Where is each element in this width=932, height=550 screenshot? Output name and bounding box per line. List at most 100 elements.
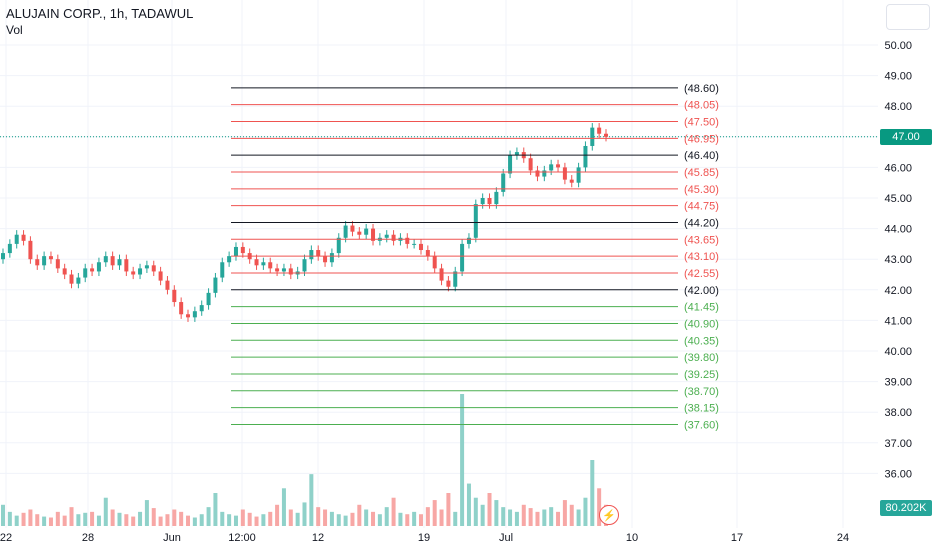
candle-body <box>590 127 595 146</box>
candle-body <box>14 234 19 244</box>
candle-body <box>213 277 218 293</box>
lightning-icon[interactable]: ⚡ <box>599 505 619 525</box>
candle-body <box>55 259 60 269</box>
volume-bar <box>583 497 588 526</box>
candle-body <box>28 240 33 260</box>
volume-bar <box>220 511 225 526</box>
volume-bar <box>364 509 369 526</box>
settings-button[interactable] <box>886 4 930 30</box>
volume-bar <box>405 514 410 526</box>
candle-body <box>151 265 156 272</box>
volume-bar <box>336 514 341 526</box>
candle-body <box>432 256 437 269</box>
volume-bar <box>439 509 444 526</box>
volume-bar <box>508 509 513 526</box>
price-tick-label: 49.00 <box>884 71 912 83</box>
candle-body <box>76 277 81 284</box>
level-label: (48.05) <box>684 100 719 112</box>
level-label: (48.60) <box>684 83 719 95</box>
volume-bar <box>186 515 191 526</box>
level-label: (39.80) <box>684 352 719 364</box>
volume-bar <box>487 493 492 526</box>
candle-body <box>604 133 608 137</box>
volume-bar <box>576 509 581 526</box>
level-label: (41.45) <box>684 302 719 314</box>
level-label: (44.75) <box>684 201 719 213</box>
volume-bar <box>240 509 245 526</box>
current-price-label: 47.00 <box>880 128 932 145</box>
volume-bar <box>562 500 567 526</box>
candle-body <box>439 268 444 281</box>
price-tick-label: 41.00 <box>884 315 912 327</box>
volume-bar <box>124 514 129 526</box>
volume-bar <box>268 511 273 526</box>
candle-body <box>384 234 389 238</box>
time-tick-label: 28 <box>82 532 94 544</box>
candle-body <box>418 243 423 251</box>
volume-bar <box>21 512 26 526</box>
candle-body <box>240 246 245 254</box>
volume-bar <box>192 517 197 526</box>
candle-body <box>186 314 191 318</box>
volume-bar <box>453 511 458 526</box>
candle-body <box>199 305 204 312</box>
volume-bar <box>96 515 101 526</box>
volume-bar <box>14 515 19 526</box>
price-axis: 50.0049.0048.0047.0046.0045.0044.0043.00… <box>884 40 912 480</box>
candle-body <box>69 274 74 284</box>
volume-bar <box>377 514 382 526</box>
volume-bar <box>213 493 218 526</box>
volume-bar <box>275 504 280 526</box>
level-label: (39.25) <box>684 369 719 381</box>
candle-body <box>62 268 67 275</box>
candle-body <box>569 179 574 183</box>
level-label: (38.70) <box>684 386 719 398</box>
volume-bar <box>432 500 437 526</box>
price-tick-label: 45.00 <box>884 193 912 205</box>
fibonacci-levels: (48.60) (48.05) (47.50) (46.95) (46.40) (45.8… <box>231 83 719 431</box>
candle-body <box>233 246 238 257</box>
volume-bar <box>1 504 5 526</box>
volume-bar <box>535 511 540 526</box>
level-label: (46.40) <box>684 150 719 162</box>
volume-bar <box>281 488 286 526</box>
chart-grid <box>0 0 878 528</box>
candle-body <box>501 173 506 192</box>
time-tick-label: 10 <box>626 532 638 544</box>
candle-body <box>576 167 581 183</box>
candle-body <box>7 243 12 254</box>
candle-body <box>371 228 376 241</box>
volume-bar <box>521 504 526 526</box>
candle-body <box>179 302 184 315</box>
volume-bar <box>7 511 12 526</box>
candle-body <box>220 262 225 278</box>
level-label: (47.50) <box>684 117 719 129</box>
volume-bar <box>131 516 136 526</box>
volume-bar <box>412 511 417 526</box>
candle-body <box>103 256 108 263</box>
volume-label: Vol <box>6 23 23 37</box>
price-tick-label: 46.00 <box>884 162 912 174</box>
candle-body <box>165 280 170 290</box>
price-tick-label: 42.00 <box>884 285 912 297</box>
candle-body <box>1 253 5 260</box>
volume-bar <box>316 507 321 526</box>
volume-bar <box>28 509 33 526</box>
candle-body <box>42 256 47 266</box>
candle-body <box>556 164 561 168</box>
symbol-title: ALUJAIN CORP., 1h, TADAWUL <box>6 6 194 21</box>
volume-bar <box>261 514 266 526</box>
volume-bar <box>350 512 355 526</box>
candle-body <box>316 250 321 257</box>
level-label: (37.60) <box>684 419 719 431</box>
candle-body <box>96 262 101 272</box>
level-label: (45.30) <box>684 184 719 196</box>
volume-bar <box>42 516 47 526</box>
level-label: (43.65) <box>684 234 719 246</box>
volume-bar <box>309 474 314 526</box>
volume-bar <box>329 511 334 526</box>
volume-bar <box>514 511 519 526</box>
volume-bar <box>103 497 108 526</box>
volume-bar <box>501 507 506 526</box>
